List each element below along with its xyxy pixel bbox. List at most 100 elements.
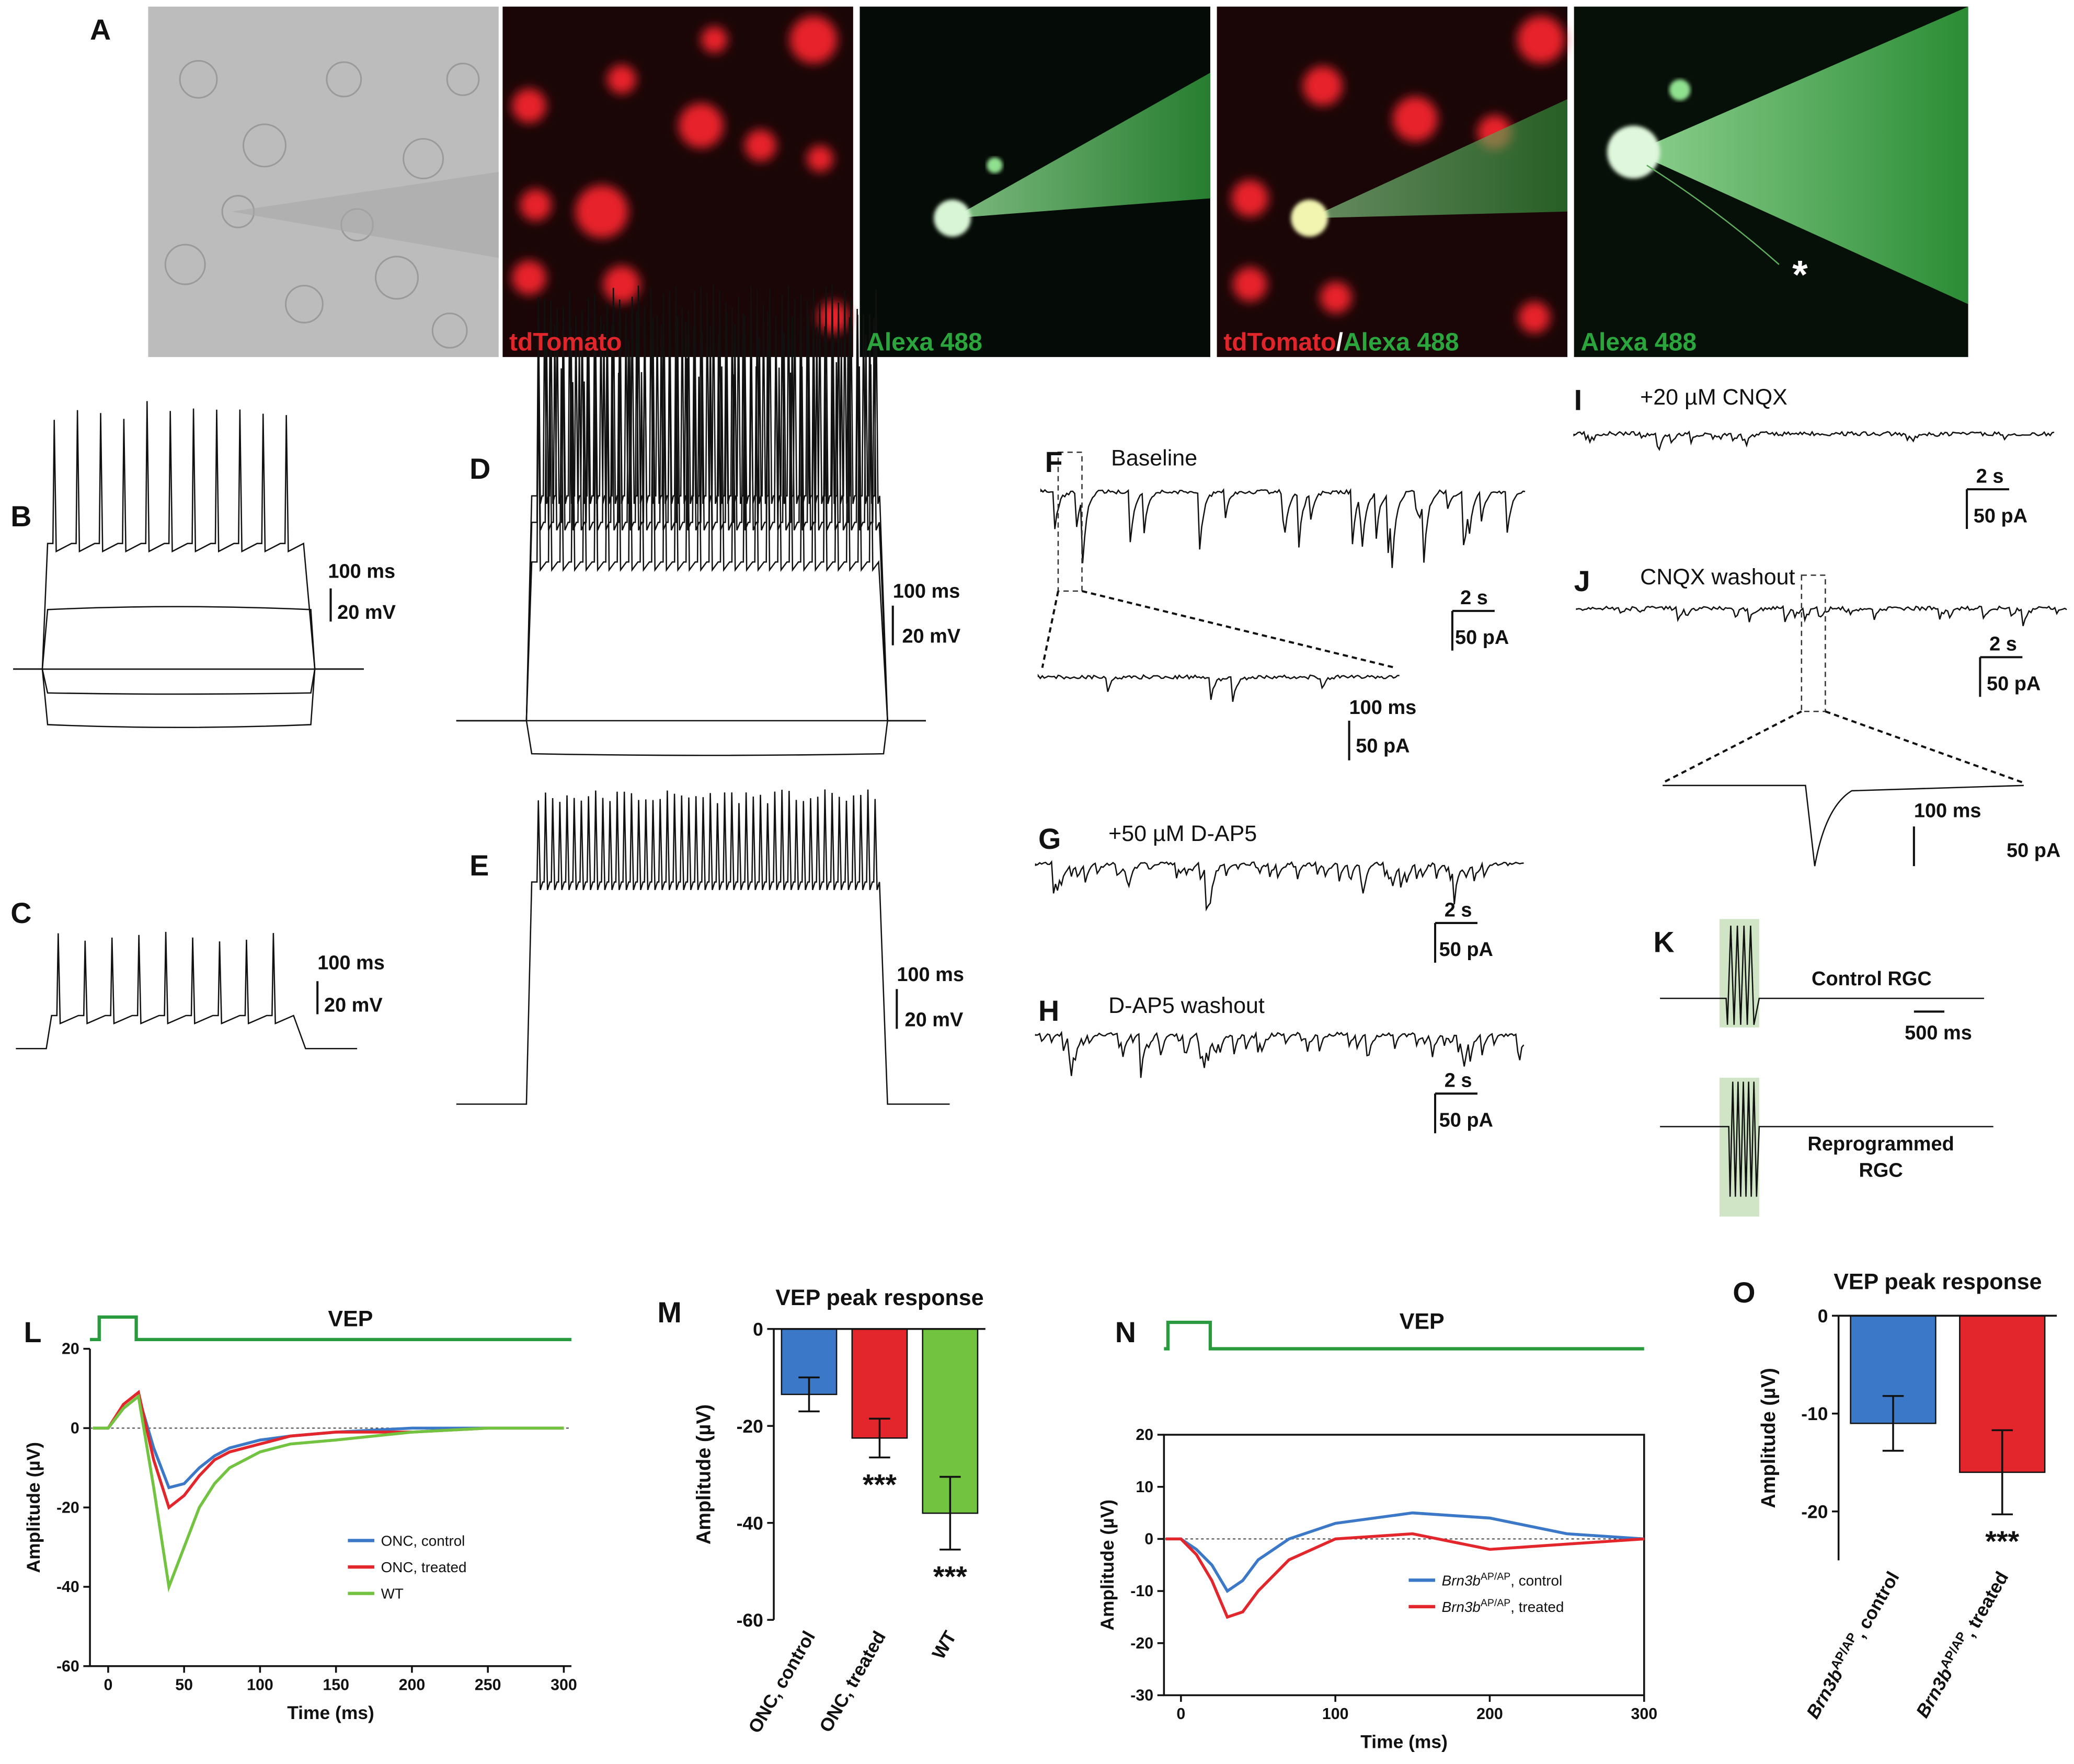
image-alexa <box>860 6 1210 358</box>
y-tick-label: -20 <box>1130 1635 1153 1652</box>
zoom-box <box>1801 574 1826 712</box>
scale-label: 2 s <box>1445 899 1472 921</box>
panel-label: B <box>10 500 31 533</box>
scale-label: 50 pA <box>1439 939 1493 961</box>
panel-label: M <box>657 1296 681 1329</box>
stimulus <box>1164 1320 1644 1351</box>
x-tick-label: ONC, control <box>744 1628 819 1737</box>
x-tick-label: Brn3bAP/AP, treated <box>1911 1567 2013 1721</box>
trace <box>1660 1081 1993 1197</box>
scale-label: 100 ms <box>1349 697 1417 719</box>
trace <box>456 351 926 722</box>
trace-title: Reprogrammed <box>1807 1133 1954 1155</box>
panel-label: O <box>1733 1276 1755 1309</box>
scale-label: 50 pA <box>1987 673 2041 695</box>
image-merge <box>1217 6 1568 358</box>
y-tick-label: -40 <box>737 1513 763 1534</box>
y-tick-label: -10 <box>1801 1403 1828 1424</box>
chart-title: VEP <box>1400 1309 1445 1334</box>
x-tick-label: 200 <box>1476 1705 1503 1723</box>
y-tick-label: 0 <box>71 1420 79 1437</box>
panel-label: J <box>1574 565 1590 597</box>
error-bar <box>869 1417 890 1459</box>
series-line <box>1165 1532 1644 1619</box>
trace-title: CNQX washout <box>1640 564 1795 590</box>
panel-label: K <box>1653 926 1674 959</box>
y-axis-label: Amplitude (µV) <box>1097 1500 1118 1631</box>
panel-label: H <box>1038 995 1059 1027</box>
chart-title: VEP peak response <box>775 1285 983 1310</box>
trace <box>1035 860 1524 912</box>
image-caption: tdTomato <box>509 328 622 356</box>
significance: *** <box>863 1468 897 1501</box>
x-tick-label: ONC, treated <box>815 1628 890 1736</box>
trace <box>1966 488 2010 529</box>
y-tick-label: -60 <box>737 1610 763 1631</box>
series-line <box>93 1390 564 1510</box>
trace <box>13 668 364 729</box>
scale-label: 500 ms <box>1905 1022 1972 1044</box>
legend-label: ONC, control <box>381 1533 465 1549</box>
y-tick-label: 10 <box>1136 1479 1153 1496</box>
caption-part: Alexa 488 <box>866 328 982 356</box>
caption-part: Alexa 488 <box>1343 328 1459 356</box>
legend-label: WT <box>381 1586 404 1602</box>
significance: *** <box>1985 1525 2019 1558</box>
scale-label: 50 pA <box>1455 627 1509 649</box>
x-tick-label: 300 <box>551 1676 577 1693</box>
caption-part: tdTomato <box>1223 328 1336 356</box>
trace <box>1434 1092 1477 1134</box>
x-tick-label: WT <box>928 1627 960 1663</box>
scale-label: 2 s <box>1976 465 2004 487</box>
image-alexa-zoom <box>1574 6 1968 358</box>
scale-label: 100 ms <box>317 952 385 974</box>
stimulus <box>90 1315 571 1342</box>
x-tick-label: 300 <box>1631 1705 1657 1723</box>
scale-label: 50 pA <box>2007 839 2060 861</box>
image-bright-field <box>148 6 499 358</box>
significance: *** <box>933 1561 967 1593</box>
asterisk: * <box>1792 253 1808 297</box>
panel-label: I <box>1574 384 1582 416</box>
y-tick-label: -10 <box>1130 1583 1153 1600</box>
scale-label: 2 s <box>1989 633 2017 655</box>
panel-label: E <box>469 849 489 882</box>
trace <box>456 310 926 722</box>
error-bar <box>939 1475 961 1551</box>
x-axis-label: Time (ms) <box>1360 1732 1448 1753</box>
chart-title: VEP peak response <box>1834 1270 2042 1295</box>
trace <box>1037 674 1400 702</box>
scale-label: 20 mV <box>324 994 383 1016</box>
y-tick-label: -20 <box>56 1499 79 1516</box>
x-tick-label: 0 <box>1176 1705 1185 1723</box>
trace-title: D-AP5 washout <box>1108 993 1265 1018</box>
image-caption: Alexa 488 <box>866 328 982 356</box>
trace <box>1434 921 1477 963</box>
panel-label: C <box>10 897 31 929</box>
trace <box>13 668 364 695</box>
series-line <box>1165 1511 1644 1594</box>
caption-part: tdTomato <box>509 328 622 356</box>
y-tick-label: 20 <box>62 1341 79 1358</box>
trace-title: Control RGC <box>1812 968 1932 990</box>
y-tick-label: -40 <box>56 1578 79 1596</box>
trace <box>1040 488 1526 568</box>
panel-label: A <box>90 14 111 46</box>
trace <box>1660 925 1984 1025</box>
panel-label: G <box>1038 823 1061 855</box>
trace <box>1979 656 2023 697</box>
y-tick-label: -60 <box>56 1658 79 1675</box>
y-tick-label: 0 <box>1818 1306 1828 1327</box>
x-tick-label: 0 <box>104 1676 112 1693</box>
x-tick-label: 200 <box>399 1676 426 1693</box>
y-axis-label: Amplitude (µV) <box>23 1442 44 1573</box>
error-bar <box>1882 1395 1904 1452</box>
legend-label: Brn3bAP/AP, treated <box>1442 1597 1564 1615</box>
x-tick-label: 250 <box>475 1676 501 1693</box>
panel-label: D <box>469 453 490 485</box>
scale-label: 100 ms <box>893 581 960 603</box>
trace <box>1035 1031 1525 1078</box>
y-tick-label: -30 <box>1130 1687 1153 1704</box>
